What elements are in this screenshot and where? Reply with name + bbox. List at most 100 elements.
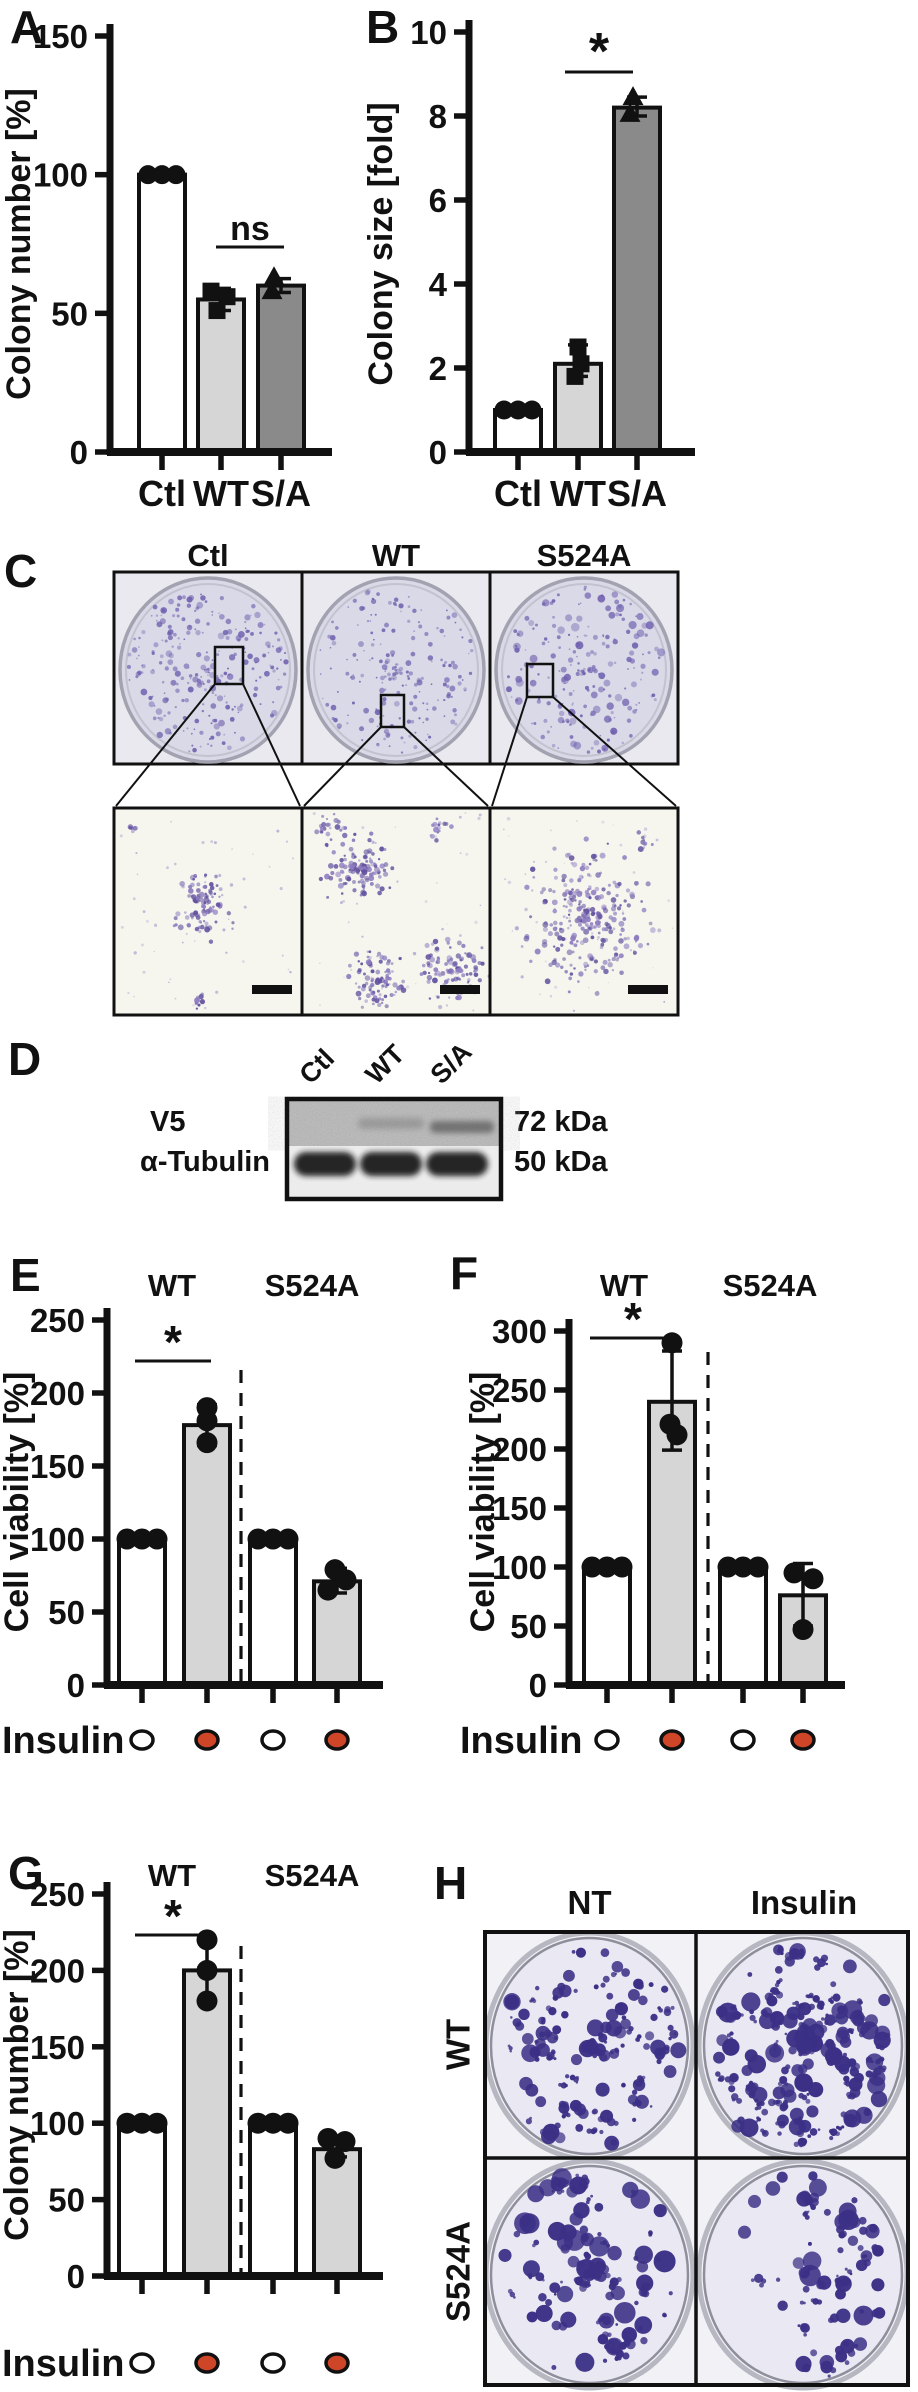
y-tick-label: 50	[510, 1608, 547, 1645]
group-header: WT	[148, 1858, 196, 1893]
panel-e-chart: 0 50 100 150 200 250 Cell viability [%] WT S524A…	[0, 1268, 383, 1762]
significance-label: *	[624, 1293, 642, 1345]
point-circle	[138, 165, 158, 185]
axes: 0 50 100 150 200 250 300	[492, 1313, 845, 1704]
y-tick-label: 100	[33, 157, 88, 194]
bar-F-S524A NT	[718, 1565, 768, 1687]
point-circle	[196, 1990, 218, 2012]
y-axis-label: Colony size [fold]	[362, 102, 400, 385]
tubulin-band-1	[360, 1152, 422, 1176]
y-tick-label: 100	[30, 2105, 85, 2142]
bars	[493, 105, 662, 454]
y-tick-label: 200	[30, 1375, 85, 1412]
group-header: WT	[148, 1268, 196, 1303]
panel-f-letter: F	[450, 1247, 479, 1299]
y-tick-label: 150	[30, 2029, 85, 2066]
point-circle	[116, 1528, 138, 1550]
y-tick-label: 250	[30, 1876, 85, 1913]
h-dish-cell-1	[696, 1930, 910, 2162]
v5-band-wt	[358, 1118, 424, 1129]
y-tick-label: 150	[492, 1490, 547, 1527]
point-circle	[262, 2112, 284, 2134]
zoom-image-1	[300, 806, 492, 1017]
bar-B-S/A	[612, 105, 662, 454]
significance-label: *	[164, 1890, 182, 1942]
bar-G-WT Insulin	[182, 1968, 232, 2278]
point-circle	[277, 2112, 299, 2134]
y-tick-label: 150	[30, 1448, 85, 1485]
panel-g-chart: 0 50 100 150 200 250 Colony number [%] WT S524A *…	[0, 1858, 383, 2385]
y-tick-label: 50	[48, 2182, 85, 2219]
point-circle	[783, 1562, 805, 1584]
y-axis-label: Colony number [%]	[0, 1929, 36, 2241]
point-circle	[596, 1556, 618, 1578]
panel-c-header-ctl: Ctl	[187, 538, 229, 573]
point-circle	[324, 2147, 346, 2169]
zoom-image-0	[112, 806, 304, 1017]
panel-a-letter: A	[10, 1, 44, 53]
y-tick-label: 0	[429, 434, 447, 471]
panel-b-chart: 0 2 4 6 8 10 Colony size [fold] Ctl WT S/A *	[362, 14, 695, 514]
point-circle	[666, 1424, 688, 1446]
axes: 0 50 100 150 200 250	[30, 1302, 383, 1704]
axes: 0 50 100 150	[33, 18, 332, 471]
point-circle	[747, 1556, 769, 1578]
insulin-dot-filled	[659, 1729, 685, 1751]
panel-d-lane-sa: S/A	[424, 1036, 478, 1090]
y-axis-label: Cell viability [%]	[0, 1372, 36, 1633]
point-circle	[196, 1929, 218, 1951]
scale-bar	[252, 985, 292, 994]
dish-image-2	[488, 570, 680, 766]
insulin-dot-open	[129, 2352, 155, 2374]
insulin-dot-open	[129, 1729, 155, 1751]
data-points	[116, 1929, 356, 2169]
tubulin-band-0	[294, 1152, 356, 1176]
panel-c-header-s524a: S524A	[536, 538, 632, 573]
zoom-image-2	[488, 806, 680, 1017]
colonies	[498, 2168, 676, 2372]
point-triangle	[261, 280, 283, 300]
y-tick-label: 50	[48, 1594, 85, 1631]
x-category-label: WT	[550, 473, 606, 514]
panel-c-images	[112, 570, 680, 1017]
point-circle	[196, 1432, 218, 1454]
y-tick-label: 250	[492, 1372, 547, 1409]
inset-rect	[525, 662, 555, 699]
colonies	[737, 2171, 886, 2378]
y-tick-label: 4	[429, 266, 448, 303]
insulin-dot-filled	[194, 2352, 220, 2374]
insulin-dot-open	[730, 1729, 756, 1751]
y-tick-label: 200	[30, 1952, 85, 1989]
bar-A-S/A	[256, 283, 306, 454]
panel-h-row-s524a: S524A	[439, 2221, 477, 2322]
point-circle	[611, 1556, 633, 1578]
group-header: S524A	[723, 1268, 818, 1303]
panel-a-chart: 0 50 100 150 Colony number [%] Ctl WT S/A ns	[0, 18, 332, 514]
point-circle	[717, 1556, 739, 1578]
y-tick-label: 200	[492, 1431, 547, 1468]
h-dish-cell-3	[696, 2158, 910, 2391]
point-circle	[317, 1579, 339, 1601]
inset-rect	[213, 645, 245, 686]
petri-dish	[494, 576, 674, 764]
point-circle	[277, 1528, 299, 1550]
axes: 0 2 4 6 8 10	[410, 14, 695, 471]
panel-d-antibody-v5: V5	[150, 1106, 186, 1138]
scale-bar	[440, 985, 480, 994]
insulin-row-label: Insulin	[2, 1720, 124, 1762]
insulin-dot-open	[260, 2352, 286, 2374]
insulin-dot-filled	[324, 2352, 350, 2374]
inset-line	[552, 696, 677, 807]
bar-G-WT NT	[117, 2121, 167, 2279]
y-tick-label: 10	[410, 14, 447, 51]
x-category-label: S/A	[607, 473, 667, 514]
bars	[117, 1968, 362, 2279]
bar-A-WT	[196, 297, 246, 455]
bar-E-WT Insulin	[182, 1423, 232, 1687]
point-circle	[262, 1528, 284, 1550]
group-header: WT	[600, 1268, 648, 1303]
insulin-dot-filled	[194, 1729, 220, 1751]
colonies	[505, 585, 666, 754]
point-square	[218, 288, 236, 306]
